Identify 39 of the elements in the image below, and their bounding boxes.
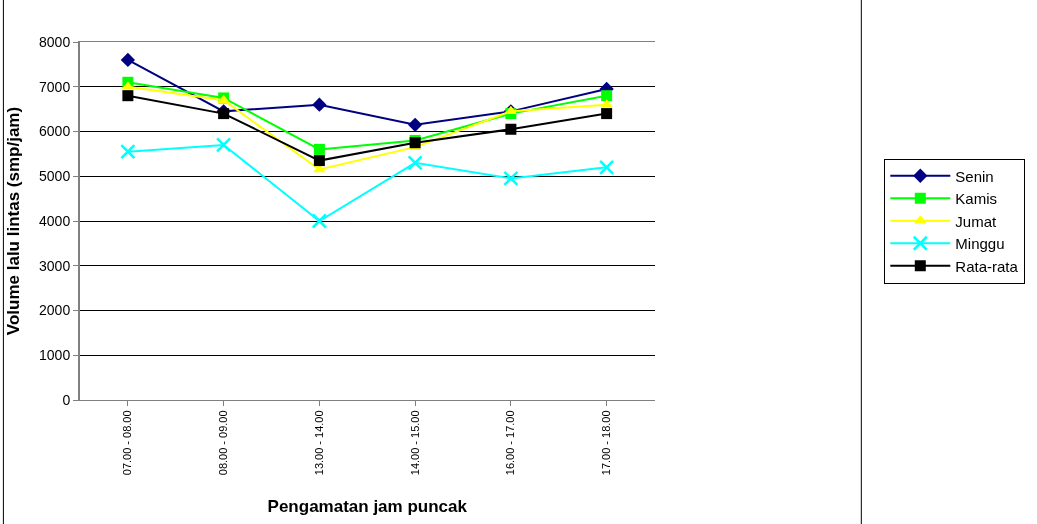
point	[407, 117, 423, 132]
point	[407, 155, 423, 171]
point	[601, 108, 613, 120]
legend-label: Rata-rata	[955, 257, 1019, 275]
y-tick-label: 1000	[39, 347, 71, 364]
point	[122, 90, 134, 102]
y-tick-label: 7000	[39, 78, 71, 95]
legend-label: Senin	[955, 167, 994, 185]
y-tick-label: 2000	[39, 302, 71, 319]
x-tick-label: 07.00 - 08.00	[121, 410, 134, 476]
point	[313, 143, 325, 155]
x-tick-label: 14.00 - 15.00	[408, 410, 421, 476]
point	[312, 97, 327, 112]
y-axis-title: Volume lalu lintas (smp/jam)	[4, 106, 24, 336]
point	[120, 143, 136, 160]
x-tick-label: 17.00 - 18.00	[600, 410, 613, 476]
point	[120, 52, 136, 68]
x-tick-label: 13.00 - 14.00	[312, 410, 325, 476]
legend-label: Kamis	[955, 190, 997, 208]
point	[598, 159, 615, 176]
y-tick-label: 4000	[39, 212, 71, 229]
point	[505, 123, 517, 135]
legend-label: Minggu	[955, 235, 1005, 253]
x-tick-label: 16.00 - 17.00	[504, 410, 517, 476]
y-tick-label: 6000	[39, 123, 71, 140]
point	[504, 105, 518, 115]
y-tick-label: 8000	[39, 33, 71, 50]
point	[601, 90, 613, 102]
point	[503, 170, 519, 187]
y-tick-label: 0	[62, 391, 71, 408]
point	[311, 213, 328, 229]
legend-label: Jumat	[955, 212, 997, 230]
point	[313, 155, 325, 167]
x-tick-label: 08.00 - 09.00	[217, 410, 230, 476]
point	[218, 108, 230, 120]
point	[215, 137, 232, 153]
y-tick-label: 5000	[39, 168, 71, 185]
y-tick-label: 3000	[39, 257, 71, 274]
x-axis-title: Pengamatan jam puncak	[267, 496, 468, 516]
